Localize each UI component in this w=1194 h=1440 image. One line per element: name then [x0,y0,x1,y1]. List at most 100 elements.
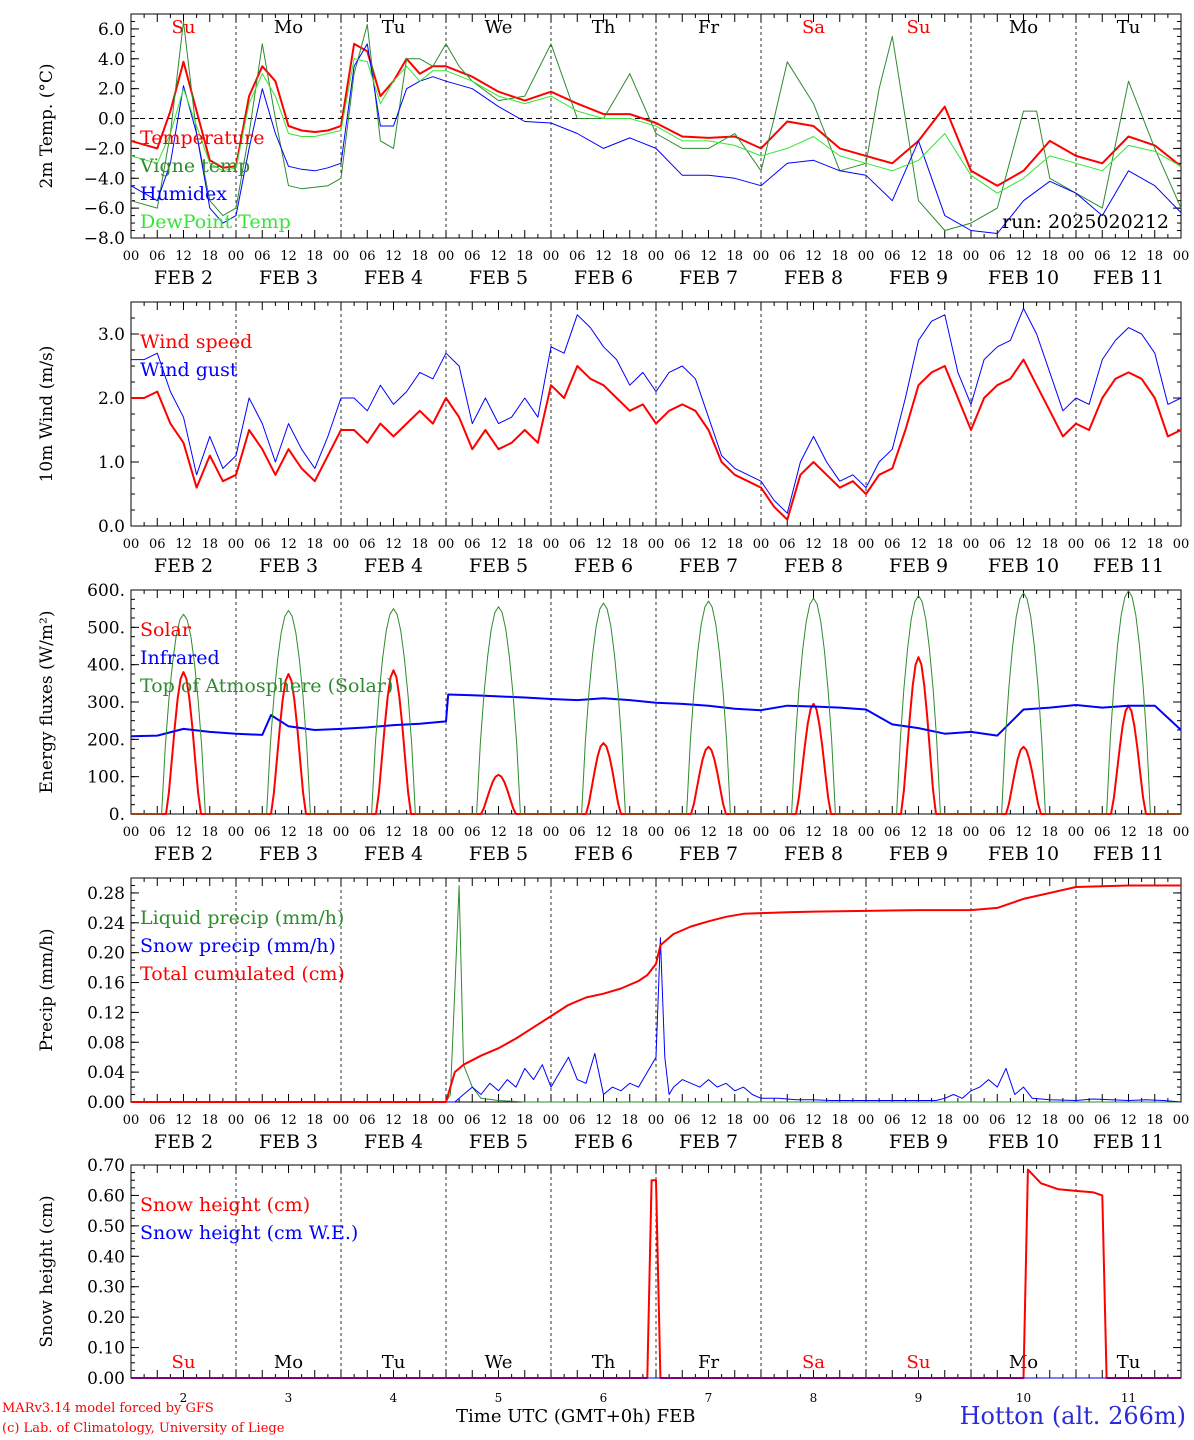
x-date-label: FEB 10 [988,267,1059,289]
x-hour-label: 00 [648,537,665,552]
x-date-label: FEB 8 [784,843,843,865]
x-hour-label: 00 [963,825,980,840]
x-hour-label: 12 [595,1113,612,1128]
y-axis-label: 2m Temp. (°C) [37,63,57,188]
weekday-label: Tu [382,1352,406,1373]
legend-entry: Wind speed [140,331,252,353]
x-hour-label: 06 [989,1113,1006,1128]
y-tick-label: 0.04 [87,1063,125,1083]
x-hour-label: 00 [123,1113,140,1128]
weekday-label: Su [907,17,931,38]
x-date-label: FEB 10 [988,843,1059,865]
y-tick-label: 0.10 [87,1339,125,1359]
y-tick-label: 0.00 [87,1369,125,1389]
y-tick-label: 2.0 [98,80,125,100]
x-hour-label: 12 [1015,249,1032,264]
legend-entry: Snow height (cm) [140,1194,310,1216]
x-hour-label: 00 [858,249,875,264]
y-tick-label: 1.0 [98,453,125,473]
x-hour-label: 12 [175,537,192,552]
x-date-label: FEB 11 [1093,267,1164,289]
x-hour-label: 18 [831,537,848,552]
x-hour-label: 06 [464,537,481,552]
x-hour-label: 06 [779,249,796,264]
x-hour-label: 18 [936,249,953,264]
x-hour-label: 00 [1173,825,1190,840]
y-tick-label: −2.0 [84,139,125,159]
x-hour-label: 12 [280,825,297,840]
series-line-snow-height-cm- [131,1168,1181,1379]
x-hour-label: 12 [805,537,822,552]
legend-entry: Vigne temp [139,155,250,177]
legend-entry: Humidex [140,183,227,205]
x-hour-label: 12 [1120,249,1137,264]
x-hour-label: 00 [543,537,560,552]
legend-entry: Top of Atmosphere (Solar) [140,675,393,697]
series-line-vigne-temp [130,21,1182,231]
x-hour-label: 06 [149,249,166,264]
x-hour-label: 18 [621,825,638,840]
x-date-label: FEB 7 [679,555,738,577]
y-tick-label: 400. [87,656,125,676]
x-date-label: FEB 4 [364,1131,423,1153]
x-hour-label: 00 [438,537,455,552]
x-hour-label: 18 [726,249,743,264]
day-number-label: 2 [180,1391,188,1405]
legend-entry: Solar [140,619,192,641]
x-hour-label: 00 [543,1113,560,1128]
x-hour-label: 00 [333,825,350,840]
x-hour-label: 00 [1068,1113,1085,1128]
x-hour-label: 12 [595,537,612,552]
x-hour-label: 18 [516,1113,533,1128]
day-number-label: 9 [915,1391,923,1405]
weekday-label: Su [907,1352,931,1373]
x-date-label: FEB 5 [469,267,528,289]
x-hour-label: 18 [831,1113,848,1128]
weekday-label: We [485,1352,513,1373]
weekday-label: Th [592,1352,616,1373]
x-hour-label: 12 [1120,825,1137,840]
x-hour-label: 12 [595,825,612,840]
series-line-wind-gust [131,307,1182,514]
series-line-temperature [130,42,1182,187]
x-date-label: FEB 3 [259,267,318,289]
x-hour-label: 06 [674,249,691,264]
day-number-label: 8 [810,1391,818,1405]
weekday-label: Fr [698,17,719,38]
x-hour-label: 06 [359,249,376,264]
x-hour-label: 00 [228,1113,245,1128]
y-tick-label: 0.20 [87,1308,125,1328]
x-date-label: FEB 4 [364,267,423,289]
station-name: Hotton (alt. 266m) [959,1402,1186,1430]
y-tick-label: 0.0 [98,517,125,537]
x-hour-label: 06 [1094,249,1111,264]
x-hour-label: 06 [254,1113,271,1128]
x-hour-label: 06 [464,825,481,840]
x-hour-label: 18 [936,1113,953,1128]
x-hour-label: 18 [831,249,848,264]
x-hour-label: 12 [175,249,192,264]
legend-entry: Temperature [140,127,264,149]
y-tick-label: −6.0 [84,199,125,219]
x-hour-label: 12 [385,1113,402,1128]
x-hour-label: 18 [621,1113,638,1128]
x-hour-label: 00 [228,249,245,264]
x-hour-label: 12 [1120,1113,1137,1128]
x-date-label: FEB 4 [364,555,423,577]
weekday-label: Mo [274,17,303,38]
y-tick-label: 300. [87,693,125,713]
x-hour-label: 00 [438,249,455,264]
y-tick-label: 600. [87,581,125,601]
y-tick-label: −8.0 [84,229,125,249]
y-tick-label: 0.60 [87,1186,125,1206]
x-hour-label: 18 [1041,249,1058,264]
series-line-humidex [130,43,1182,234]
weekday-label: Mo [1009,17,1038,38]
x-date-label: FEB 9 [889,1131,948,1153]
lab-credit: (c) Lab. of Climatology, University of L… [2,1421,285,1436]
y-tick-label: 2.0 [98,389,125,409]
x-hour-label: 06 [1094,537,1111,552]
x-hour-label: 06 [1094,1113,1111,1128]
x-hour-label: 00 [753,825,770,840]
y-tick-label: 0.00 [87,1093,125,1113]
